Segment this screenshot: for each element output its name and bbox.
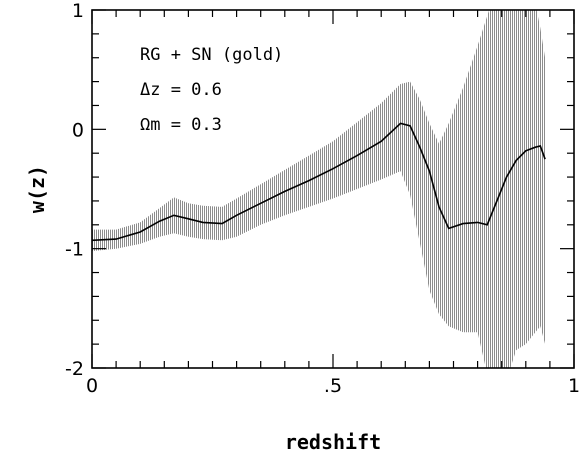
annotation-omega-m: Ωm = 0.3 bbox=[140, 115, 222, 135]
annotation-delta-z: Δz = 0.6 bbox=[140, 80, 222, 100]
line-layer bbox=[92, 122, 546, 242]
y-tick-label: -2 bbox=[65, 358, 84, 380]
error-band-layer bbox=[92, 10, 546, 368]
series-line-0 bbox=[92, 122, 546, 242]
y-tick-label: -1 bbox=[65, 239, 84, 261]
y-tick-label: 0 bbox=[72, 119, 84, 141]
x-axis-label: redshift bbox=[285, 430, 381, 454]
y-tick-label: 1 bbox=[72, 0, 84, 22]
y-axis-label: w(z) bbox=[25, 165, 49, 213]
tick-label-layer: 0 .5 1 -2 -1 0 1 bbox=[65, 0, 580, 397]
error-band-0 bbox=[92, 10, 546, 368]
x-tick-label: 1 bbox=[568, 375, 580, 397]
tick-layer bbox=[91, 9, 575, 369]
x-tick-label: .5 bbox=[324, 375, 342, 397]
x-tick-label: 0 bbox=[86, 375, 98, 397]
annotation-dataset: RG + SN (gold) bbox=[140, 45, 283, 65]
